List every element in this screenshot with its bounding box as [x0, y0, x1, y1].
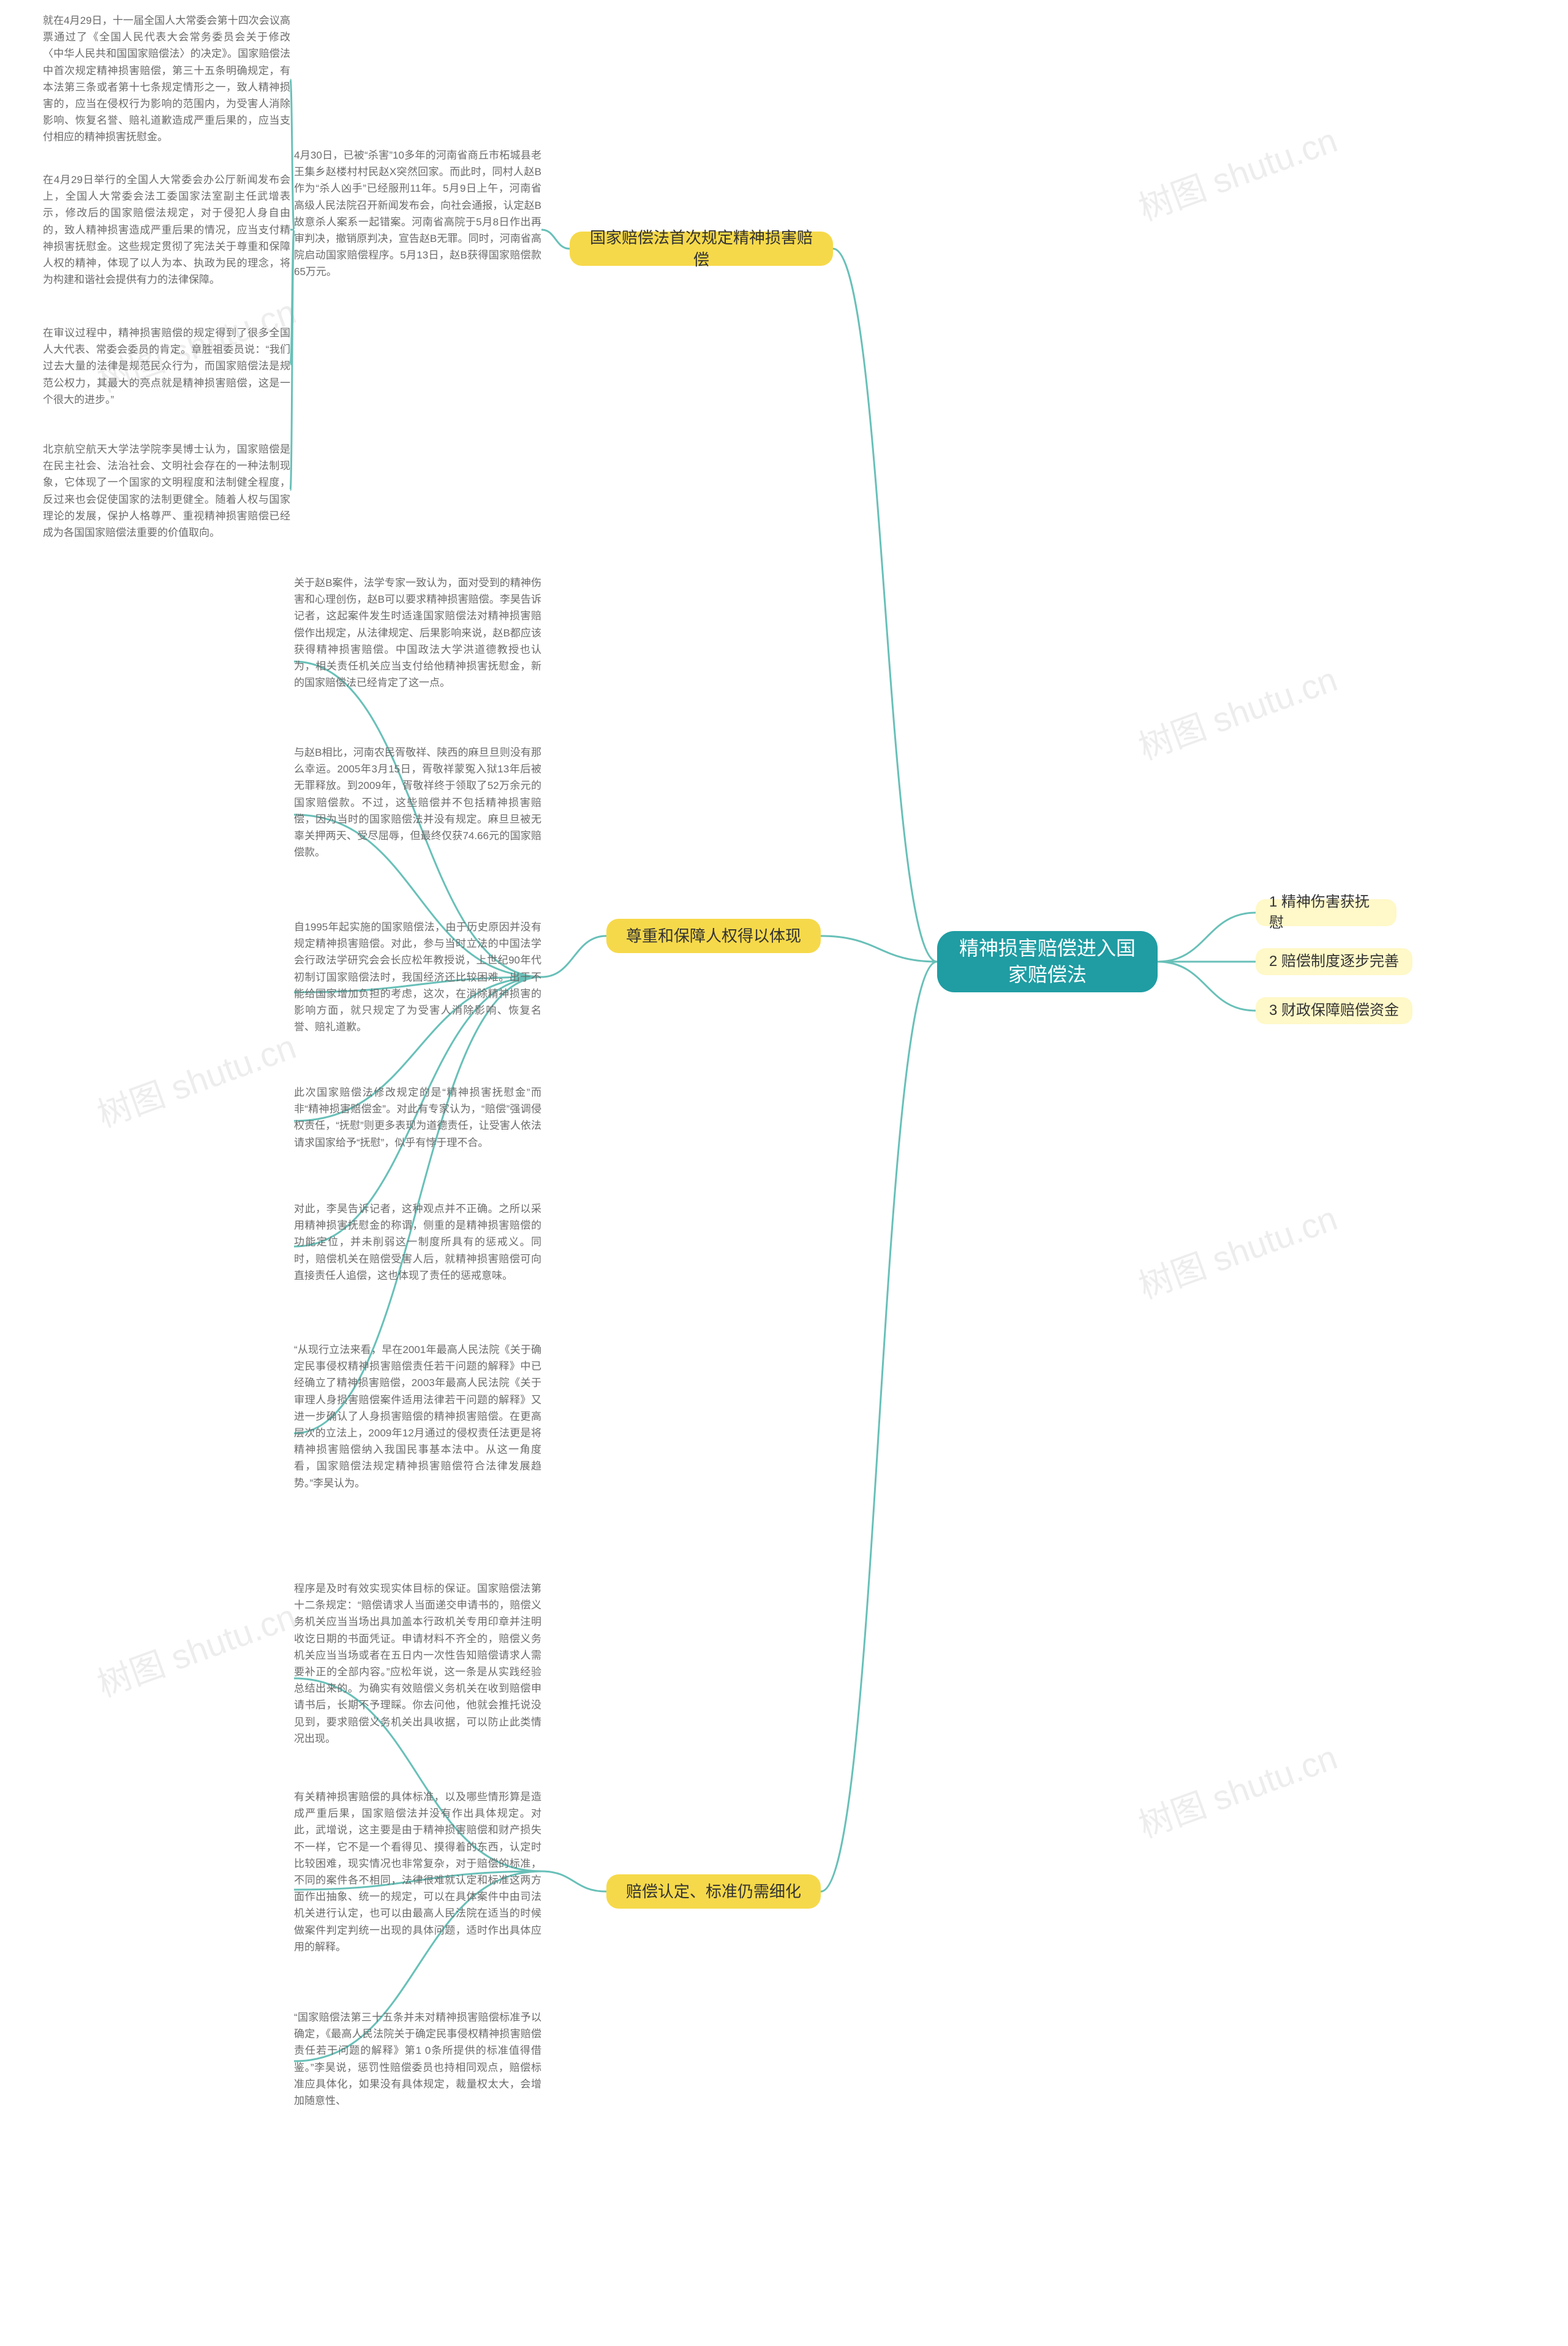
branch-node: 尊重和保障人权得以体现 — [606, 919, 821, 953]
paragraph: 与赵B相比，河南农民胥敬祥、陕西的麻旦旦则没有那么幸运。2005年3月15日，胥… — [294, 744, 541, 861]
watermark: 树图 shutu.cn — [89, 1589, 302, 1707]
paragraph: 在审议过程中，精神损害赔偿的规定得到了很多全国人大代表、常委会委员的肯定。章胜祖… — [43, 325, 290, 408]
leaf-node: 1 精神伤害获抚慰 — [1256, 899, 1396, 926]
watermark: 树图 shutu.cn — [1131, 1191, 1343, 1308]
watermark: 树图 shutu.cn — [1131, 652, 1343, 769]
paragraph: 4月30日，已被“杀害”10多年的河南省商丘市柘城县老王集乡赵楼村村民赵X突然回… — [294, 147, 541, 281]
branch-node: 赔偿认定、标准仍需细化 — [606, 1874, 821, 1909]
branch-node: 国家赔偿法首次规定精神损害赔偿 — [570, 232, 833, 266]
paragraph: 对此，李昊告诉记者，这种观点并不正确。之所以采用精神损害抚慰金的称谓，侧重的是精… — [294, 1201, 541, 1284]
watermark: 树图 shutu.cn — [1131, 113, 1343, 230]
watermark: 树图 shutu.cn — [1131, 1730, 1343, 1847]
paragraph: 有关精神损害赔偿的具体标准，以及哪些情形算是造成严重后果，国家赔偿法并没有作出具… — [294, 1789, 541, 1955]
paragraph: 程序是及时有效实现实体目标的保证。国家赔偿法第十二条规定：“赔偿请求人当面递交申… — [294, 1580, 541, 1747]
leaf-node: 2 赔偿制度逐步完善 — [1256, 948, 1412, 975]
center-node: 精神损害赔偿进入国家赔偿法 — [937, 931, 1158, 992]
paragraph: “国家赔偿法第三十五条并未对精神损害赔偿标准予以确定，《最高人民法院关于确定民事… — [294, 2009, 541, 2109]
paragraph: 北京航空航天大学法学院李昊博士认为，国家赔偿是在民主社会、法治社会、文明社会存在… — [43, 441, 290, 541]
paragraph: 自1995年起实施的国家赔偿法，由于历史原因并没有规定精神损害赔偿。对此，参与当… — [294, 919, 541, 1035]
watermark: 树图 shutu.cn — [89, 1019, 302, 1137]
paragraph: 就在4月29日，十一届全国人大常委会第十四次会议高票通过了《全国人民代表大会常务… — [43, 12, 290, 146]
leaf-node: 3 财政保障赔偿资金 — [1256, 997, 1412, 1024]
paragraph: 此次国家赔偿法修改规定的是“精神损害抚慰金”而非“精神损害赔偿金”。对此有专家认… — [294, 1084, 541, 1151]
paragraph: 在4月29日举行的全国人大常委会办公厅新闻发布会上，全国人大常委会法工委国家法室… — [43, 172, 290, 288]
paragraph: 关于赵B案件，法学专家一致认为，面对受到的精神伤害和心理创伤，赵B可以要求精神损… — [294, 575, 541, 691]
paragraph: “从现行立法来看，早在2001年最高人民法院《关于确定民事侵权精神损害赔偿责任若… — [294, 1341, 541, 1492]
